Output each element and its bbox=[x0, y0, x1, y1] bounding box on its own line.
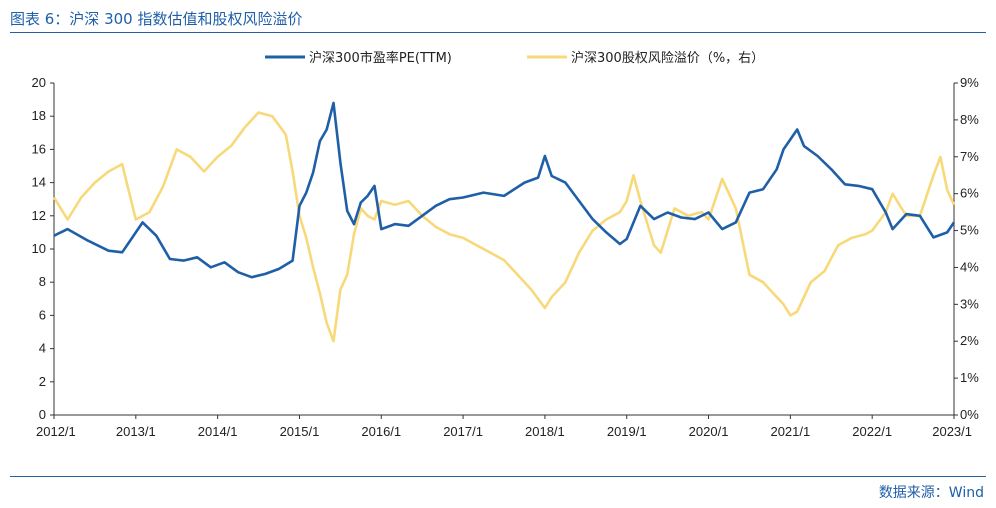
y-left-tick-label: 4 bbox=[39, 341, 46, 356]
y-left-tick-label: 10 bbox=[32, 241, 46, 256]
legend-item-equity-risk-premium: 沪深300股权风险溢价（%，右） bbox=[527, 50, 764, 66]
y-right-tick-label: 1% bbox=[960, 370, 979, 385]
y-right-tick-label: 5% bbox=[960, 223, 979, 238]
y-left-tick-label: 2 bbox=[39, 374, 46, 389]
y-left-tick-label: 16 bbox=[32, 141, 46, 156]
y-left-tick-label: 12 bbox=[32, 208, 46, 223]
x-tick-label: 2021/1 bbox=[770, 424, 810, 439]
x-tick-label: 2017/1 bbox=[443, 424, 483, 439]
figure-header: 图表 6：沪深 300 指数估值和股权风险溢价 bbox=[10, 6, 986, 33]
y-left-tick-label: 14 bbox=[32, 175, 46, 190]
y-left-tick-label: 18 bbox=[32, 108, 46, 123]
legend-item-pe-ttm: 沪深300市盈率PE(TTM) bbox=[265, 50, 452, 66]
y-right-tick-label: 3% bbox=[960, 296, 979, 311]
x-tick-label: 2020/1 bbox=[689, 424, 729, 439]
figure-source: 数据来源：Wind bbox=[878, 485, 984, 501]
x-tick-label: 2012/1 bbox=[36, 424, 76, 439]
y-right-tick-label: 4% bbox=[960, 259, 979, 274]
y-right-tick-label: 9% bbox=[960, 75, 979, 90]
y-right-tick-label: 6% bbox=[960, 186, 979, 201]
series-line-equity-risk-premium bbox=[52, 111, 956, 343]
y-left-tick-label: 0 bbox=[39, 407, 46, 422]
x-tick-label: 2018/1 bbox=[525, 424, 565, 439]
x-tick-label: 2016/1 bbox=[361, 424, 401, 439]
y-left-tick-label: 20 bbox=[32, 75, 46, 90]
y-right-tick-label: 0% bbox=[960, 407, 979, 422]
y-right-tick-label: 7% bbox=[960, 149, 979, 164]
x-tick-label: 2022/1 bbox=[852, 424, 892, 439]
x-tick-label: 2014/1 bbox=[198, 424, 238, 439]
figure-title: 图表 6：沪深 300 指数估值和股权风险溢价 bbox=[10, 10, 303, 28]
x-tick-label: 2019/1 bbox=[607, 424, 647, 439]
series-line-pe-ttm bbox=[53, 101, 956, 279]
y-right-tick-label: 2% bbox=[960, 333, 979, 348]
series-layer bbox=[52, 101, 956, 343]
x-tick-label: 2013/1 bbox=[116, 424, 156, 439]
x-tick-label: 2023/1 bbox=[932, 424, 972, 439]
y-right-tick-label: 8% bbox=[960, 112, 979, 127]
x-tick-label: 2015/1 bbox=[280, 424, 320, 439]
axes: 0 2 4 6 8 10 12 14 16 18 20 0% 1% 2% 3% 4% 5% 6% 7% 8% 9% 201… bbox=[32, 75, 980, 439]
footer-divider bbox=[10, 476, 986, 477]
legend: 沪深300市盈率PE(TTM) 沪深300股权风险溢价（%，右） bbox=[265, 50, 764, 66]
legend-label: 沪深300市盈率PE(TTM) bbox=[309, 50, 452, 66]
legend-label: 沪深300股权风险溢价（%，右） bbox=[571, 50, 764, 66]
y-left-tick-label: 6 bbox=[39, 307, 46, 322]
y-left-tick-label: 8 bbox=[39, 274, 46, 289]
